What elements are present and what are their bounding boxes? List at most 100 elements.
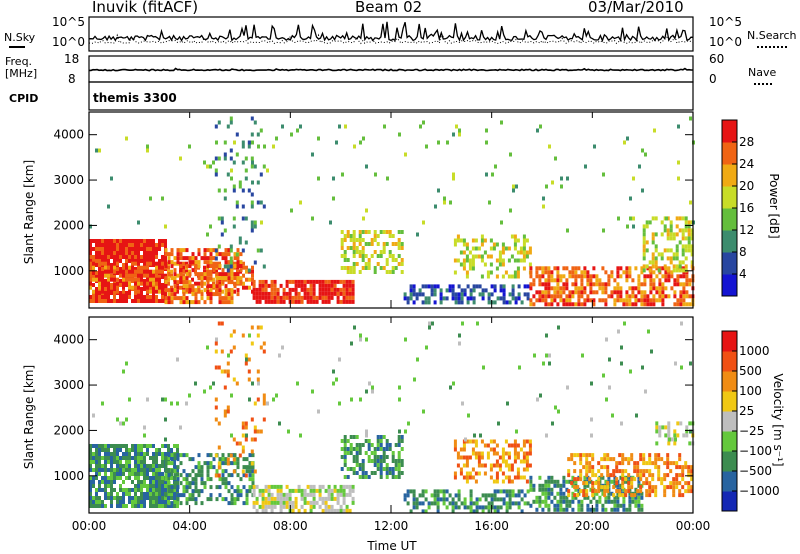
heatmap-cell <box>579 473 583 478</box>
heatmap-cell <box>232 469 236 474</box>
heatmap-cell <box>241 144 245 149</box>
heatmap-cell <box>472 296 476 301</box>
heatmap-cell <box>239 477 243 482</box>
heatmap-cell <box>589 286 593 291</box>
heatmap-cell <box>663 224 667 229</box>
heatmap-cell <box>545 353 548 358</box>
heatmap-cell <box>349 234 353 238</box>
heatmap-cell <box>522 451 526 456</box>
heatmap-cell <box>291 279 295 284</box>
heatmap-cell <box>241 160 245 165</box>
heatmap-cell <box>176 252 180 257</box>
heatmap-cell <box>119 247 122 251</box>
heatmap-cell <box>248 485 252 490</box>
heatmap-cell <box>273 484 277 489</box>
heatmap-cell <box>636 469 640 474</box>
heatmap-cell <box>92 299 95 303</box>
heatmap-cell <box>214 124 218 129</box>
heatmap-cell <box>641 188 644 193</box>
heatmap-cell <box>200 489 204 494</box>
heatmap-cell <box>452 132 455 137</box>
heatmap-cell <box>600 485 604 490</box>
heatmap-cell <box>474 443 478 448</box>
heatmap-cell <box>89 299 92 303</box>
heatmap-cell <box>197 281 200 286</box>
heatmap-cell <box>586 270 590 275</box>
heatmap-cell <box>176 260 180 265</box>
heatmap-cell <box>161 504 164 508</box>
heatmap-cell <box>592 282 596 287</box>
heatmap-cell <box>610 507 614 512</box>
heatmap-cell <box>385 258 389 262</box>
heatmap-cell <box>554 156 557 161</box>
heatmap-cell <box>317 409 320 414</box>
heatmap-cell <box>218 264 222 269</box>
heatmap-cell <box>281 124 284 129</box>
heatmap-cell <box>621 461 625 466</box>
heatmap-cell <box>227 292 231 297</box>
heatmap-cell <box>628 270 632 275</box>
heatmap-cell <box>615 477 619 482</box>
heatmap-cell <box>119 488 122 492</box>
heatmap-cell <box>315 295 319 300</box>
heatmap-cell <box>327 496 331 501</box>
heatmap-cell <box>439 497 443 502</box>
heatmap-cell <box>468 266 472 271</box>
heatmap-cell <box>613 298 617 303</box>
heatmap-cell <box>367 230 371 234</box>
heatmap-cell <box>279 504 283 509</box>
heatmap-cell <box>339 279 343 284</box>
heatmap-cell <box>116 472 119 476</box>
heatmap-cell <box>675 244 679 249</box>
heatmap-cell <box>466 505 470 510</box>
heatmap-cell <box>155 273 158 278</box>
heatmap-cell <box>553 286 557 291</box>
heatmap-cell <box>143 259 146 263</box>
heatmap-cell <box>451 296 455 301</box>
heatmap-cell <box>333 283 337 288</box>
heatmap-cell <box>253 220 257 225</box>
heatmap-cell <box>413 377 416 382</box>
heatmap-cell <box>116 271 119 275</box>
heatmap-cell <box>525 250 529 255</box>
heatmap-cell <box>370 471 374 475</box>
heatmap-cell <box>667 278 671 283</box>
heatmap-cell <box>137 275 140 279</box>
heatmap-cell <box>101 295 104 299</box>
heatmap-cell <box>209 296 213 301</box>
heatmap-cell <box>167 492 170 496</box>
heatmap-cell <box>273 299 277 304</box>
heatmap-cell <box>113 452 116 456</box>
heatmap-cell <box>167 448 170 452</box>
heatmap-cell <box>185 284 189 289</box>
heatmap-cell <box>185 276 189 281</box>
heatmap-cell <box>251 265 254 270</box>
heatmap-cell <box>267 299 271 304</box>
heatmap-cell <box>259 248 263 253</box>
heatmap-cell <box>236 269 239 274</box>
heatmap-cell <box>152 289 155 294</box>
heatmap-cell <box>550 298 554 303</box>
heatmap-cell <box>95 239 98 243</box>
heatmap-cell <box>550 487 554 492</box>
heatmap-cell <box>233 261 236 266</box>
heatmap-cell <box>654 465 658 470</box>
heatmap-cell <box>576 493 580 498</box>
heatmap-cell <box>236 260 240 265</box>
heatmap-cell <box>565 487 569 492</box>
heatmap-cell <box>648 493 652 498</box>
heatmap-cell <box>594 473 598 478</box>
heatmap-cell <box>119 464 122 468</box>
heatmap-cell <box>489 270 493 275</box>
heatmap-cell <box>119 295 122 299</box>
heatmap-cell <box>224 300 228 305</box>
heatmap-cell <box>454 505 458 510</box>
heatmap-cell <box>95 504 98 508</box>
heatmap-cell <box>597 477 601 482</box>
heatmap-cell <box>250 228 254 233</box>
heatmap-cell <box>137 263 140 267</box>
heatmap-cell <box>297 484 301 489</box>
heatmap-cell <box>116 448 119 452</box>
heatmap-cell <box>255 508 259 513</box>
heatmap-cell <box>212 457 216 462</box>
